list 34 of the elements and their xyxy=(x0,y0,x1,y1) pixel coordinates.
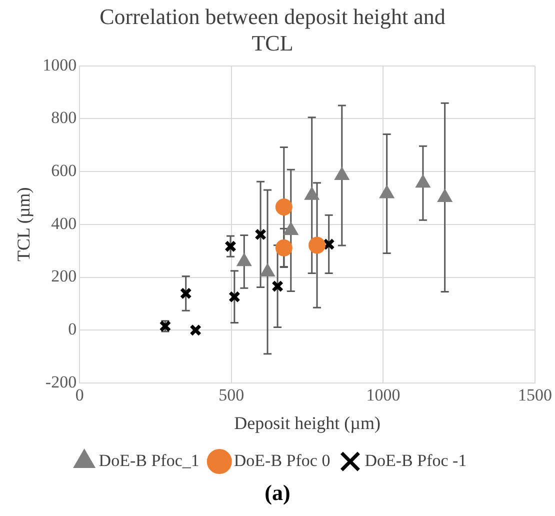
y-tick-label: 200 xyxy=(51,266,77,286)
point xyxy=(322,238,335,250)
point xyxy=(304,186,320,200)
legend-label: DoE-B Pfoc -1 xyxy=(364,450,467,470)
point xyxy=(190,324,202,336)
point xyxy=(334,167,350,180)
text: (a) xyxy=(264,480,292,506)
legend-label: DoE-B Pfoc 0 xyxy=(234,450,330,470)
point xyxy=(254,228,267,240)
point xyxy=(228,290,240,303)
y-tick-label: 400 xyxy=(51,214,77,233)
point xyxy=(416,174,430,188)
legend-label: DoE-B Pfoc_1 xyxy=(98,450,200,470)
x-tick-label: 500 xyxy=(218,386,244,405)
y-tick-label: 800 xyxy=(51,108,77,128)
x-axis-title: Deposit height (µm) xyxy=(234,412,380,433)
y-tick-label: -200 xyxy=(45,372,77,392)
point xyxy=(437,188,452,202)
point xyxy=(275,239,292,256)
point xyxy=(180,287,192,300)
point xyxy=(275,198,292,216)
point xyxy=(236,253,252,266)
point xyxy=(224,240,236,252)
point xyxy=(272,280,284,292)
x-tick-label: 1000 xyxy=(366,386,400,405)
y-tick-label: 0 xyxy=(68,320,77,339)
y-tick-label: 600 xyxy=(51,161,77,180)
y-tick-label: 1000 xyxy=(42,55,77,74)
y-axis-title: TCL (µm) xyxy=(14,187,34,262)
point xyxy=(379,185,394,198)
point xyxy=(283,222,298,235)
chart-title: Correlation between deposit height and TCL xyxy=(100,4,446,56)
point xyxy=(308,236,326,254)
x-tick-label: 1500 xyxy=(518,386,552,405)
